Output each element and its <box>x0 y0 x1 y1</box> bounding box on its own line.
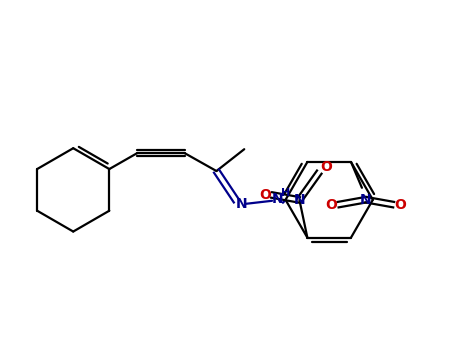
Text: O: O <box>320 160 332 174</box>
Text: N: N <box>235 197 247 211</box>
Text: O: O <box>394 198 407 212</box>
Text: O: O <box>325 198 337 212</box>
Text: N: N <box>272 192 284 206</box>
Text: N: N <box>360 193 372 207</box>
Text: H: H <box>281 188 291 198</box>
Text: N: N <box>293 193 305 207</box>
Text: O: O <box>259 188 271 202</box>
